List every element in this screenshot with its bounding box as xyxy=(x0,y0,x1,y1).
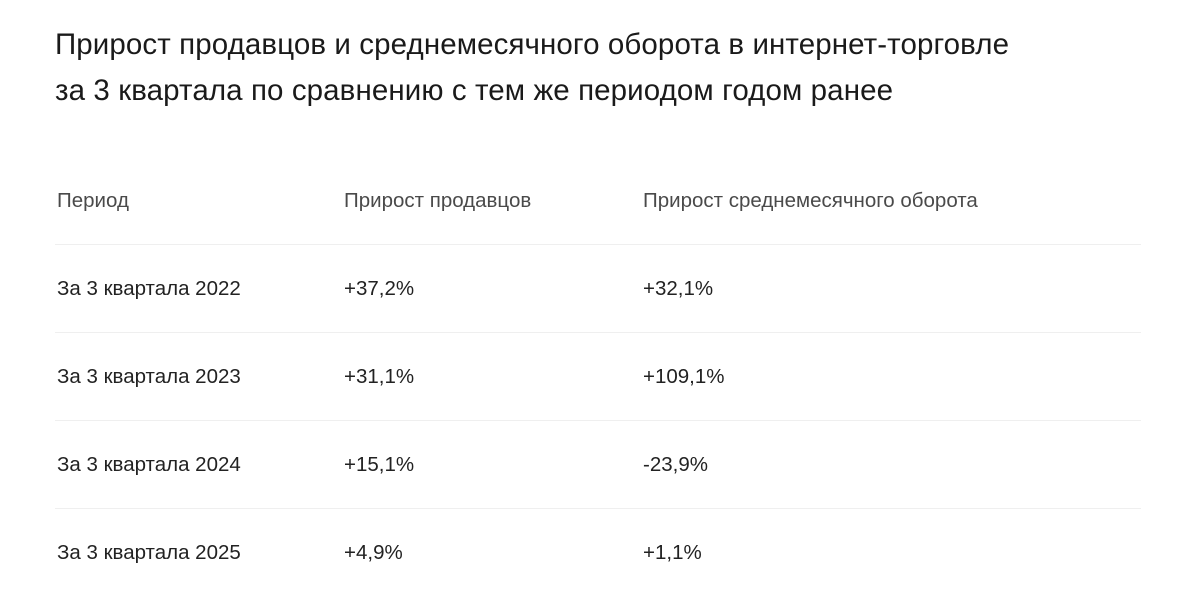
sellers-growth-cell: +37,2% xyxy=(344,277,415,300)
title-line-1: Прирост продавцов и среднемесячного обор… xyxy=(55,28,1010,61)
table-header-row: Период Прирост продавцов Прирост среднем… xyxy=(55,157,1141,245)
table-row: За 3 квартала 2025 +4,9% +1,1% xyxy=(55,509,1141,596)
period-cell: За 3 квартала 2025 xyxy=(57,541,241,564)
period-cell: За 3 квартала 2023 xyxy=(57,365,241,388)
data-table: Период Прирост продавцов Прирост среднем… xyxy=(55,157,1141,596)
turnover-growth-cell: +32,1% xyxy=(643,277,714,300)
turnover-growth-cell: +1,1% xyxy=(643,541,702,564)
table-row: За 3 квартала 2022 +37,2% +32,1% xyxy=(55,245,1141,333)
sellers-growth-cell: +31,1% xyxy=(344,365,415,388)
column-header-turnover-growth: Прирост среднемесячного оборота xyxy=(643,189,978,212)
page-title: Прирост продавцов и среднемесячного обор… xyxy=(55,22,1165,114)
column-header-period: Период xyxy=(57,189,129,212)
period-cell: За 3 квартала 2022 xyxy=(57,277,241,300)
table-row: За 3 квартала 2023 +31,1% +109,1% xyxy=(55,333,1141,421)
table-row: За 3 квартала 2024 +15,1% -23,9% xyxy=(55,421,1141,509)
period-cell: За 3 квартала 2024 xyxy=(57,453,241,476)
sellers-growth-cell: +4,9% xyxy=(344,541,403,564)
turnover-growth-cell: -23,9% xyxy=(643,453,708,476)
title-line-2: за 3 квартала по сравнению с тем же пери… xyxy=(55,74,894,107)
sellers-growth-cell: +15,1% xyxy=(344,453,415,476)
turnover-growth-cell: +109,1% xyxy=(643,365,725,388)
column-header-sellers-growth: Прирост продавцов xyxy=(344,189,532,212)
